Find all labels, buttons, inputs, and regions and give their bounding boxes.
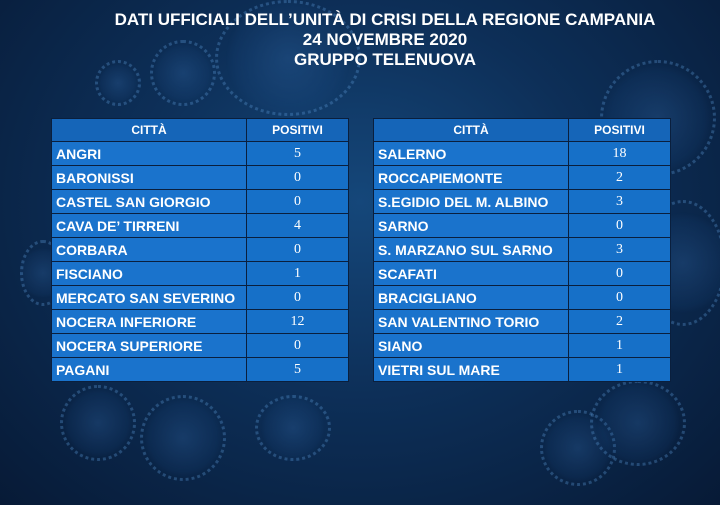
- table-row: CORBARA 0: [51, 237, 349, 262]
- header-group: GRUPPO TELENUOVA: [294, 50, 476, 69]
- virus-decoration-1: [150, 40, 216, 106]
- positives-cell: 2: [568, 309, 671, 334]
- city-cell: CASTEL SAN GIORGIO: [51, 189, 247, 214]
- city-cell: NOCERA SUPERIORE: [51, 333, 247, 358]
- virus-decoration-3: [215, 0, 361, 116]
- city-cell: VIETRI SUL MARE: [373, 357, 569, 382]
- positives-cell: 3: [568, 237, 671, 262]
- table-row: CASTEL SAN GIORGIO 0: [51, 189, 349, 214]
- positives-cell: 0: [246, 189, 349, 214]
- table-row: NOCERA SUPERIORE 0: [51, 333, 349, 358]
- table-header-row: CITTÀ POSITIVI: [373, 118, 671, 142]
- positives-cell: 0: [246, 285, 349, 310]
- positives-cell: 1: [568, 357, 671, 382]
- left-positives-table: CITTÀ POSITIVI ANGRI 5 BARONISSI 0 CASTEL …: [51, 118, 349, 382]
- table-row: CAVA DE’ TIRRENI 4: [51, 213, 349, 238]
- positives-cell: 0: [246, 333, 349, 358]
- table-row: ANGRI 5: [51, 141, 349, 166]
- header-date: 24 NOVEMBRE 2020: [302, 30, 468, 49]
- table-row: NOCERA INFERIORE 12: [51, 309, 349, 334]
- city-cell: NOCERA INFERIORE: [51, 309, 247, 334]
- city-cell: BRACIGLIANO: [373, 285, 569, 310]
- city-cell: SCAFATI: [373, 261, 569, 286]
- city-cell: MERCATO SAN SEVERINO: [51, 285, 247, 310]
- table-row: FISCIANO 1: [51, 261, 349, 286]
- city-cell: ROCCAPIEMONTE: [373, 165, 569, 190]
- table-row: S.EGIDIO DEL M. ALBINO 3: [373, 189, 671, 214]
- virus-decoration-8: [255, 395, 331, 461]
- positives-cell: 4: [246, 213, 349, 238]
- table-row: S. MARZANO SUL SARNO 3: [373, 237, 671, 262]
- city-cell: PAGANI: [51, 357, 247, 382]
- virus-decoration-2: [95, 60, 141, 106]
- table-row: BARONISSI 0: [51, 165, 349, 190]
- city-cell: SAN VALENTINO TORIO: [373, 309, 569, 334]
- positives-cell: 1: [246, 261, 349, 286]
- positives-cell: 3: [568, 189, 671, 214]
- city-cell: SIANO: [373, 333, 569, 358]
- positives-cell: 5: [246, 357, 349, 382]
- table-row: SIANO 1: [373, 333, 671, 358]
- table-row: PAGANI 5: [51, 357, 349, 382]
- positives-column-header: POSITIVI: [246, 118, 349, 142]
- table-row: SARNO 0: [373, 213, 671, 238]
- city-cell: BARONISSI: [51, 165, 247, 190]
- header-title: DATI UFFICIALI DELL’UNITÀ DI CRISI DELLA…: [114, 10, 656, 29]
- positives-cell: 0: [568, 213, 671, 238]
- positives-cell: 12: [246, 309, 349, 334]
- right-positives-table: CITTÀ POSITIVI SALERNO 18 ROCCAPIEMONTE 2 …: [373, 118, 671, 382]
- table-row: ROCCAPIEMONTE 2: [373, 165, 671, 190]
- table-row: MERCATO SAN SEVERINO 0: [51, 285, 349, 310]
- positives-cell: 0: [246, 165, 349, 190]
- positives-cell: 0: [246, 237, 349, 262]
- positives-column-header: POSITIVI: [568, 118, 671, 142]
- city-cell: CORBARA: [51, 237, 247, 262]
- positives-cell: 18: [568, 141, 671, 166]
- city-cell: CAVA DE’ TIRRENI: [51, 213, 247, 238]
- positives-cell: 1: [568, 333, 671, 358]
- positives-cell: 0: [568, 285, 671, 310]
- table-header-row: CITTÀ POSITIVI: [51, 118, 349, 142]
- table-row: VIETRI SUL MARE 1: [373, 357, 671, 382]
- positives-cell: 0: [568, 261, 671, 286]
- table-row: SAN VALENTINO TORIO 2: [373, 309, 671, 334]
- city-cell: SALERNO: [373, 141, 569, 166]
- virus-decoration-10: [590, 380, 686, 466]
- table-row: SALERNO 18: [373, 141, 671, 166]
- header: DATI UFFICIALI DELL’UNITÀ DI CRISI DELLA…: [0, 10, 720, 70]
- city-cell: SARNO: [373, 213, 569, 238]
- table-row: SCAFATI 0: [373, 261, 671, 286]
- city-cell: S. MARZANO SUL SARNO: [373, 237, 569, 262]
- positives-cell: 5: [246, 141, 349, 166]
- table-row: BRACIGLIANO 0: [373, 285, 671, 310]
- virus-decoration-6: [60, 385, 136, 461]
- city-cell: S.EGIDIO DEL M. ALBINO: [373, 189, 569, 214]
- city-column-header: CITTÀ: [373, 118, 569, 142]
- city-column-header: CITTÀ: [51, 118, 247, 142]
- virus-decoration-7: [140, 395, 226, 481]
- positives-cell: 2: [568, 165, 671, 190]
- city-cell: FISCIANO: [51, 261, 247, 286]
- city-cell: ANGRI: [51, 141, 247, 166]
